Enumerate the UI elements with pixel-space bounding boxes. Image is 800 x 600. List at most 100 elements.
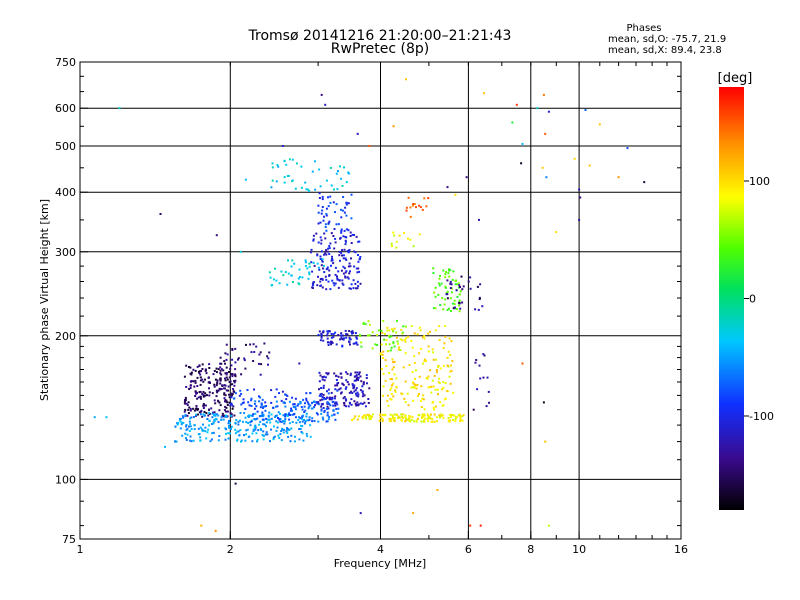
data-point xyxy=(200,409,203,412)
data-point xyxy=(241,402,244,405)
data-point xyxy=(253,351,256,353)
data-point xyxy=(335,379,338,381)
data-point xyxy=(311,401,313,404)
data-point xyxy=(434,295,437,298)
data-point xyxy=(390,398,393,401)
data-point xyxy=(368,334,371,337)
data-point xyxy=(342,384,345,386)
data-point xyxy=(275,279,278,282)
data-point xyxy=(437,365,439,368)
data-point xyxy=(269,421,272,424)
data-point xyxy=(324,252,327,255)
x-axis-label: Frequency [MHz] xyxy=(334,557,426,570)
data-point xyxy=(202,423,204,426)
chart-subtitle: RwPretec (8p) xyxy=(331,41,429,57)
data-point xyxy=(364,323,367,326)
data-point xyxy=(260,402,263,405)
data-point xyxy=(282,431,285,434)
data-point xyxy=(218,387,221,390)
data-point xyxy=(297,282,300,285)
data-point xyxy=(408,416,411,419)
data-point xyxy=(225,406,228,409)
data-point xyxy=(118,107,121,110)
data-point xyxy=(584,109,587,111)
data-point xyxy=(262,406,264,409)
data-point xyxy=(197,408,199,411)
data-point xyxy=(356,391,359,394)
data-point xyxy=(448,307,450,310)
data-point xyxy=(403,339,406,342)
plot-grid xyxy=(80,62,681,539)
data-point xyxy=(222,418,225,421)
data-point xyxy=(312,284,315,287)
data-point xyxy=(256,438,259,441)
y-tick-label: 75 xyxy=(62,533,76,546)
data-point xyxy=(213,399,216,402)
data-point xyxy=(179,427,182,430)
data-point xyxy=(289,440,292,443)
data-point xyxy=(223,409,226,412)
data-point xyxy=(219,356,222,359)
data-point xyxy=(368,145,371,147)
data-point xyxy=(415,419,418,422)
data-point xyxy=(420,420,423,423)
data-point xyxy=(450,283,453,286)
data-point xyxy=(327,247,329,250)
data-point xyxy=(276,421,279,424)
data-point xyxy=(325,420,328,423)
data-point xyxy=(290,265,293,268)
data-point xyxy=(448,375,451,378)
data-point xyxy=(220,416,223,419)
data-point xyxy=(284,271,287,274)
data-point xyxy=(275,420,278,423)
data-point xyxy=(216,382,219,385)
data-point xyxy=(355,336,358,339)
data-point xyxy=(328,415,331,418)
data-point xyxy=(452,391,455,394)
data-point xyxy=(422,415,425,418)
data-point xyxy=(478,298,481,301)
data-point xyxy=(321,396,324,398)
data-point xyxy=(323,409,326,412)
data-point xyxy=(311,170,314,173)
data-point xyxy=(429,385,432,388)
data-point xyxy=(337,223,340,226)
data-point xyxy=(314,160,316,163)
data-point xyxy=(332,262,335,265)
data-point xyxy=(395,413,398,416)
data-point xyxy=(444,335,447,338)
data-point xyxy=(345,379,348,382)
data-point xyxy=(389,389,392,391)
data-point xyxy=(224,352,227,355)
data-point xyxy=(467,280,470,283)
data-point xyxy=(359,375,362,378)
data-point xyxy=(322,418,325,421)
data-point xyxy=(380,368,383,370)
data-point xyxy=(298,416,300,419)
data-point xyxy=(313,400,316,403)
data-point xyxy=(446,356,449,359)
data-point xyxy=(249,424,252,427)
data-point xyxy=(212,411,215,414)
data-point xyxy=(266,355,269,358)
data-point xyxy=(265,425,267,428)
data-point xyxy=(445,291,448,294)
data-point xyxy=(231,373,234,376)
data-point xyxy=(265,431,268,434)
data-point xyxy=(251,440,254,443)
data-point xyxy=(359,334,362,337)
data-point xyxy=(411,416,414,419)
data-point xyxy=(458,284,461,287)
data-point xyxy=(448,337,451,340)
data-point xyxy=(305,188,308,191)
data-point xyxy=(465,176,468,179)
data-point xyxy=(404,414,407,417)
x-tick-label: 6 xyxy=(465,543,472,556)
data-point xyxy=(331,279,334,282)
data-point xyxy=(219,404,222,407)
data-point xyxy=(342,254,345,257)
data-point xyxy=(326,330,329,333)
data-point xyxy=(322,398,325,401)
data-point xyxy=(308,273,311,276)
data-point xyxy=(256,417,259,420)
